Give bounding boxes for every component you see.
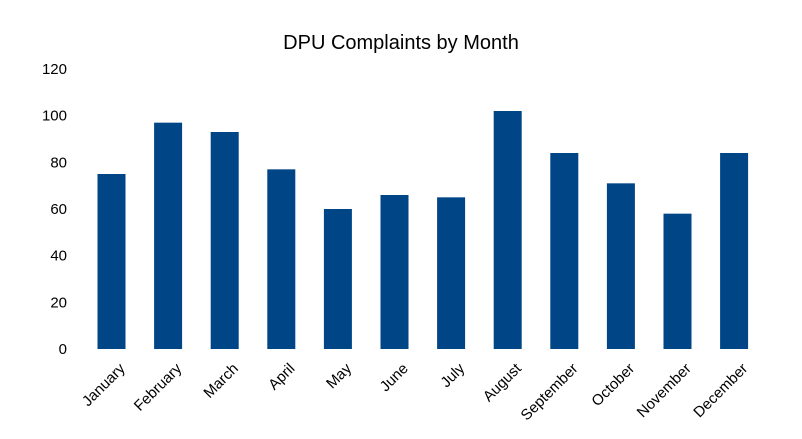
chart-title: DPU Complaints by Month (283, 32, 519, 54)
bar-january (97, 174, 126, 349)
y-tick-label: 120 (42, 61, 67, 78)
x-axis-ticks: January February March April May June July Augu… (79, 360, 751, 424)
x-tick-label: May (323, 360, 355, 392)
bar-august (493, 111, 522, 349)
bar-june (380, 195, 409, 349)
bar-december (720, 153, 749, 349)
bar-march (210, 132, 239, 349)
bar-september (550, 153, 579, 349)
x-tick-label: July (437, 360, 468, 391)
x-tick-label: April (265, 360, 298, 393)
x-tick-label: November (634, 360, 695, 421)
y-tick-label: 100 (42, 108, 67, 125)
x-tick-label: October (588, 360, 638, 410)
bars-group (97, 111, 749, 350)
bar-may (323, 209, 352, 349)
y-tick-label: 0 (59, 341, 67, 358)
x-tick-label: August (480, 360, 526, 406)
x-tick-label: June (377, 360, 412, 395)
bar-april (267, 169, 296, 349)
bar-february (154, 122, 183, 350)
y-tick-label: 80 (50, 154, 67, 171)
x-tick-label: February (131, 360, 186, 415)
y-tick-label: 20 (50, 294, 67, 311)
x-tick-label: January (79, 360, 129, 410)
y-axis-ticks: 0 20 40 60 80 100 120 (42, 61, 67, 358)
x-tick-label: December (690, 360, 751, 421)
bar-july (437, 197, 466, 349)
y-tick-label: 60 (50, 201, 67, 218)
y-tick-label: 40 (50, 248, 67, 265)
bar-november (663, 213, 692, 349)
x-tick-label: September (518, 360, 582, 424)
bar-october (606, 183, 635, 349)
x-tick-label: March (200, 360, 241, 401)
